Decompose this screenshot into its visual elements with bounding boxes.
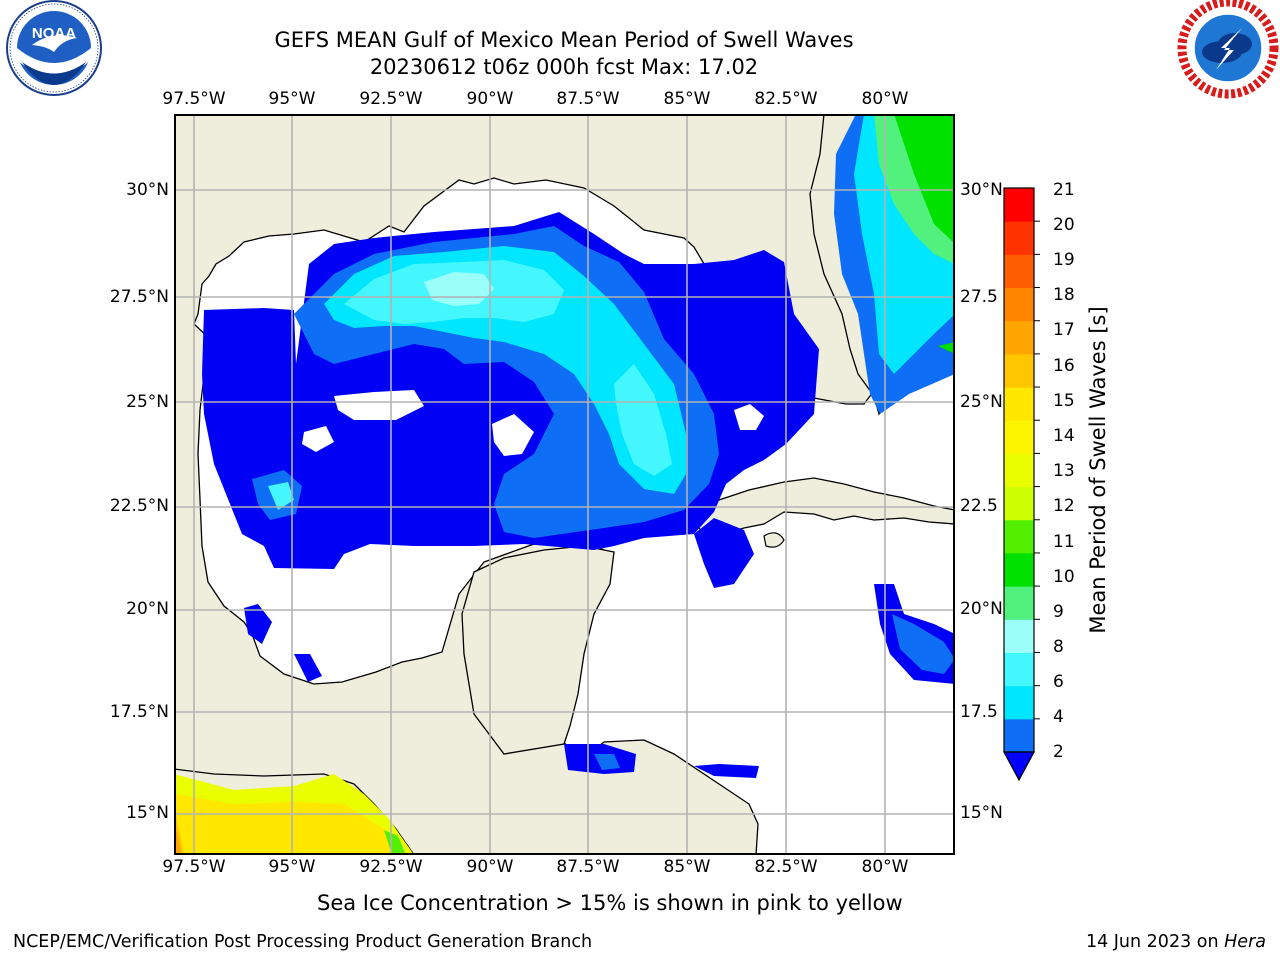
sea-ice-note: Sea Ice Concentration > 15% is shown in …	[317, 891, 903, 915]
colorbar-segment	[1004, 586, 1034, 620]
colorbar-tick-label: 11	[1053, 532, 1075, 552]
left-lat-label: 20°N	[126, 599, 169, 619]
colorbar-tick-label: 17	[1053, 320, 1075, 340]
colorbar-tick-label: 2	[1053, 742, 1064, 762]
top-lon-label: 97.5°W	[162, 89, 226, 109]
footer-date-text: 14 Jun 2023 on	[1085, 932, 1225, 952]
right-lat-label: 22.5	[960, 496, 998, 516]
colorbar	[1002, 187, 1040, 782]
right-lat-label: 15°N	[960, 803, 1003, 823]
colorbar-tick-label: 20	[1053, 215, 1075, 235]
top-lon-label: 82.5°W	[754, 89, 818, 109]
colorbar-frame	[1003, 187, 1035, 753]
left-lat-label: 27.5°N	[109, 287, 169, 307]
colorbar-tick-label: 8	[1053, 637, 1064, 657]
top-lon-label: 87.5°W	[556, 89, 620, 109]
colorbar-tick-label: 14	[1053, 426, 1075, 446]
colorbar-title: Mean Period of Swell Waves [s]	[1086, 306, 1110, 634]
bottom-lon-label: 80°W	[861, 857, 909, 877]
top-lon-label: 95°W	[268, 89, 316, 109]
colorbar-segment	[1004, 254, 1034, 289]
nws-logo-icon	[1177, 0, 1279, 99]
top-lon-label: 80°W	[861, 89, 909, 109]
colorbar-tick-label: 10	[1053, 567, 1075, 587]
swell-period-field	[202, 115, 954, 778]
pacific-swell-band-4	[175, 823, 182, 854]
right-lat-label: 27.5	[960, 287, 998, 307]
colorbar-segment	[1004, 353, 1034, 388]
right-lat-label: 17.5	[960, 702, 998, 722]
island	[763, 532, 785, 548]
bottom-lon-label: 95°W	[268, 857, 316, 877]
top-lon-label: 92.5°W	[359, 89, 423, 109]
pacific-swell-band-2	[175, 794, 399, 854]
noaa-logo-text: NOAA	[32, 25, 76, 42]
colorbar-segment	[1004, 685, 1034, 720]
left-lat-label: 25°N	[126, 392, 169, 412]
colorbar-tick-label: 12	[1053, 496, 1075, 516]
colorbar-segment	[1004, 188, 1034, 222]
cuba-land	[693, 477, 954, 535]
bottom-lon-label: 87.5°W	[556, 857, 620, 877]
colorbar-tick-label: 18	[1053, 285, 1075, 305]
bottom-lon-label: 92.5°W	[359, 857, 423, 877]
pacific-swell-band-5	[384, 830, 406, 854]
colorbar-tick-label: 19	[1053, 250, 1075, 270]
chart-title: GEFS MEAN Gulf of Mexico Mean Period of …	[274, 28, 854, 52]
colorbar-segment	[1004, 486, 1034, 521]
colorbar-segment	[1004, 387, 1034, 421]
footer-host: Hera	[1224, 932, 1266, 952]
colorbar-tick-label: 4	[1053, 707, 1064, 727]
colorbar-segment	[1004, 619, 1034, 653]
bottom-lon-label: 97.5°W	[162, 857, 226, 877]
left-lat-label: 30°N	[126, 180, 169, 200]
right-lat-label: 30°N	[960, 180, 1003, 200]
colorbar-segment	[1004, 718, 1034, 753]
colorbar-segment	[1004, 221, 1034, 255]
bottom-lon-label: 85°W	[663, 857, 711, 877]
colorbar-segment	[1004, 420, 1034, 454]
colorbar-tick-label: 21	[1053, 180, 1075, 200]
colorbar-tick-label: 16	[1053, 356, 1075, 376]
top-lon-label: 90°W	[466, 89, 514, 109]
top-lon-label: 85°W	[663, 89, 711, 109]
chart-subtitle: 20230612 t06z 000h fcst Max: 17.02	[369, 55, 759, 79]
left-lat-label: 17.5°N	[109, 702, 169, 722]
footer-credit: NCEP/EMC/Verification Post Processing Pr…	[13, 932, 593, 952]
map-frame	[174, 114, 955, 855]
colorbar-tick-label: 9	[1053, 602, 1064, 622]
gulf-map	[174, 114, 955, 855]
colorbar-segment	[1004, 453, 1034, 488]
colorbar-tick-label: 13	[1053, 461, 1075, 481]
colorbar-segment	[1004, 552, 1034, 587]
colorbar-segment	[1004, 519, 1034, 554]
colorbar-segment	[1004, 287, 1034, 322]
colorbar-extend-arrow	[1002, 751, 1036, 782]
right-lat-label: 20°N	[960, 599, 1003, 619]
right-lat-label: 25°N	[960, 392, 1003, 412]
map-gridlines	[175, 115, 954, 854]
bottom-lon-label: 90°W	[466, 857, 514, 877]
bottom-lon-label: 82.5°W	[754, 857, 818, 877]
left-lat-label: 22.5°N	[109, 496, 169, 516]
noaa-logo-icon: NOAA	[6, 0, 102, 96]
colorbar-tick-label: 6	[1053, 672, 1064, 692]
colorbar-segment	[1004, 652, 1034, 687]
left-lat-label: 15°N	[126, 803, 169, 823]
yucatan-land	[461, 545, 615, 755]
colorbar-segments	[1004, 188, 1040, 753]
colorbar-tick-label: 15	[1053, 391, 1075, 411]
colorbar-segment	[1004, 320, 1034, 355]
footer-date: 14 Jun 2023 on Hera	[1086, 932, 1266, 952]
